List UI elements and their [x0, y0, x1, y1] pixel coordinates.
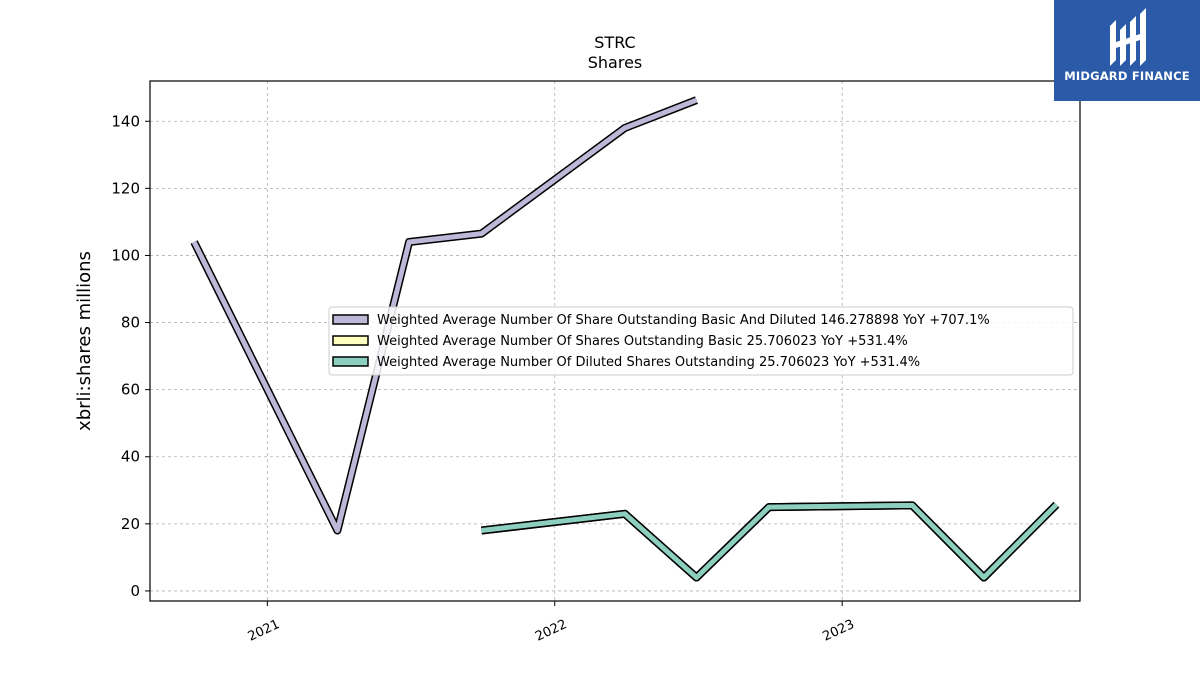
data-point — [696, 99, 698, 101]
y-axis-label: xbrli:shares millions — [74, 251, 95, 431]
legend-item-1: Weighted Average Number Of Share Outstan… — [332, 313, 990, 328]
data-point — [983, 577, 985, 579]
chart-title-line1: STRC — [594, 33, 635, 52]
data-point — [696, 577, 698, 579]
y-tick-label: 0 — [130, 582, 140, 600]
logo-text: MIDGARD FINANCE — [1064, 69, 1190, 83]
y-tick-label: 60 — [121, 381, 140, 399]
data-point — [1055, 504, 1057, 506]
legend-swatch — [332, 356, 369, 367]
legend-swatch — [332, 314, 369, 325]
y-tick-label: 20 — [121, 515, 140, 533]
legend: Weighted Average Number Of Share Outstan… — [328, 306, 1074, 376]
plot-frame — [149, 80, 1081, 602]
series-line-1 — [190, 96, 698, 535]
legend-item-2: Weighted Average Number Of Shares Outsta… — [332, 334, 908, 349]
legend-item-3: Weighted Average Number Of Diluted Share… — [332, 355, 920, 370]
legend-label: Weighted Average Number Of Diluted Share… — [377, 355, 920, 370]
series-line-3 — [481, 501, 1060, 582]
x-tick-label: 2021 — [246, 617, 282, 645]
legend-label: Weighted Average Number Of Share Outstan… — [377, 313, 990, 328]
data-point — [481, 233, 483, 235]
x-tick-label: 2022 — [533, 617, 569, 645]
y-tick-label: 100 — [111, 246, 140, 264]
series-line-core — [191, 97, 698, 533]
data-point — [481, 530, 483, 532]
legend-swatch — [332, 335, 369, 346]
midgard-finance-logo: MIDGARD FINANCE — [1054, 0, 1200, 101]
x-axis-ticks: 2021 2022 2023 — [246, 601, 857, 645]
x-tick-label: 2023 — [821, 617, 857, 645]
chart-title-line2: Shares — [588, 53, 643, 72]
data-point — [624, 513, 626, 515]
data-point — [336, 530, 338, 532]
series-line-core — [481, 502, 1059, 580]
logo-mark-icon — [1110, 8, 1146, 66]
legend-label: Weighted Average Number Of Shares Outsta… — [377, 334, 908, 349]
series-lines — [190, 96, 1060, 582]
y-tick-label: 40 — [121, 448, 140, 466]
y-tick-label: 80 — [121, 314, 140, 332]
data-point — [193, 241, 195, 243]
y-axis-ticks: 0 20 40 60 80 100 120 140 — [111, 112, 150, 600]
data-point — [408, 241, 410, 243]
data-point — [624, 127, 626, 129]
legend-box — [328, 306, 1074, 376]
data-point — [911, 504, 913, 506]
y-tick-label: 120 — [111, 179, 140, 197]
y-tick-label: 140 — [111, 112, 140, 130]
data-point — [768, 506, 770, 508]
